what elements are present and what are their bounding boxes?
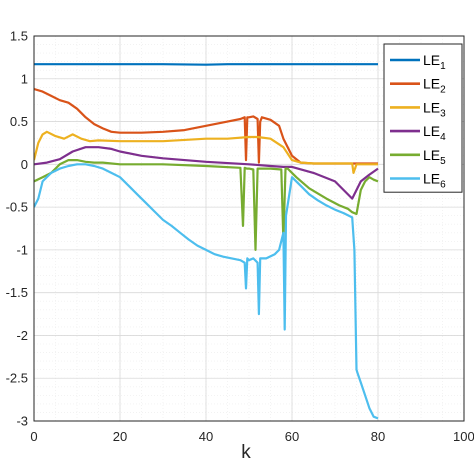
legend-box (383, 43, 463, 193)
y-tick-label: 1 (21, 71, 28, 86)
x-tick-label: 0 (30, 429, 37, 444)
legend-label: LE2 (423, 76, 446, 96)
y-tick-label: 0.5 (10, 114, 28, 129)
legend-label: LE3 (423, 99, 446, 119)
x-tick-label: 40 (199, 429, 213, 444)
y-tick-label: -2.5 (6, 371, 28, 386)
series-line-le4 (34, 146, 379, 200)
series-layer (34, 63, 379, 420)
grid (33, 35, 465, 422)
tick-labels: 0 20 40 60 80 100 1.5 1 0.5 0 -0.5 -1 -1.5 -2 -2.5 -3 (6, 29, 474, 445)
y-tick-label: -1 (16, 242, 28, 257)
legend-label: LE4 (423, 123, 446, 143)
x-tick-label: 60 (285, 429, 299, 444)
plot-frame (33, 35, 465, 422)
x-axis-label: k (241, 442, 251, 463)
y-tick-label: -2 (16, 328, 28, 343)
series-line-le5 (34, 159, 379, 251)
legend: LE1 LE2 LE3 LE4 LE5 LE6 (383, 43, 463, 193)
x-tick-label: 80 (371, 429, 385, 444)
x-tick-label: 100 (453, 429, 474, 444)
y-tick-label: 0 (21, 157, 28, 172)
y-tick-label: -1.5 (6, 285, 28, 300)
series-line-le2 (34, 87, 378, 165)
series-line-le6 (34, 163, 379, 420)
series-line-le1 (34, 63, 378, 66)
legend-label: LE1 (423, 52, 446, 72)
y-tick-label: 1.5 (10, 29, 28, 44)
y-tick-label: -0.5 (6, 200, 28, 215)
series-line-le3 (34, 130, 378, 174)
legend-label: LE6 (423, 171, 446, 191)
legend-label: LE5 (423, 147, 446, 167)
y-tick-label: -3 (16, 414, 28, 429)
x-tick-label: 20 (113, 429, 127, 444)
